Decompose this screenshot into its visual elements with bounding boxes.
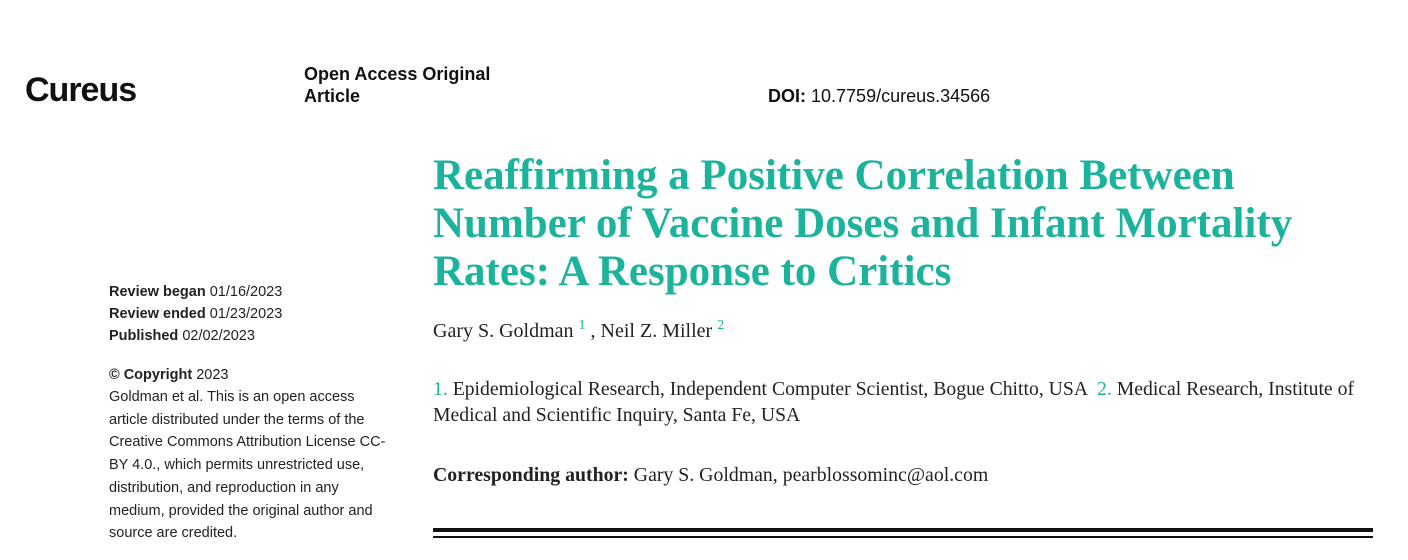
published-row: Published 02/02/2023 [109,325,392,347]
affiliation-number: 1. [433,378,448,400]
corresponding-author-name: Gary S. Goldman, [633,464,778,486]
section-divider-thin [433,536,1373,538]
review-began-row: Review began 01/16/2023 [109,281,392,303]
review-ended-label: Review ended [109,306,206,322]
article-title: Reaffirming a Positive Correlation Betwe… [433,152,1293,295]
copyright-year: 2023 [196,367,229,383]
corresponding-author-email[interactable]: pearblossominc@aol.com [782,464,989,486]
cureus-logo: Cureus [25,71,137,109]
review-began-label: Review began [109,284,206,300]
doi-label: DOI: [768,86,806,106]
review-ended-date: 01/23/2023 [209,306,283,322]
article-type-label: Open Access Original Article [304,64,491,106]
affiliation-item: 2. Medical Research, Institute of Medica… [433,378,1354,426]
doi-link[interactable]: 10.7759/cureus.34566 [811,86,991,106]
doi-line: DOI: 10.7759/cureus.34566 [768,85,990,107]
author-name: Gary S. Goldman [433,320,574,342]
author-list: Gary S. Goldman 1, Neil Z. Miller 2 [433,318,725,346]
review-ended-row: Review ended 01/23/2023 [109,303,392,325]
review-began-date: 01/16/2023 [209,284,283,300]
affiliation-text: Epidemiological Research, Independent Co… [452,378,1089,400]
published-label: Published [109,328,179,344]
affiliation-ref: 1 [578,318,586,333]
section-divider-thick [433,528,1373,532]
affiliation-text: Medical Research, Institute of Medical a… [433,378,1354,426]
article-sidebar: Review began 01/16/2023 Review ended 01/… [109,281,392,545]
affiliation-number: 2. [1097,378,1112,400]
affiliation-item: 1. Epidemiological Research, Independent… [433,378,1088,400]
author-name: Neil Z. Miller [600,320,713,342]
published-date: 02/02/2023 [182,328,255,344]
affiliation-list: 1. Epidemiological Research, Independent… [433,376,1383,428]
copyright-row: © Copyright 2023 [109,364,392,386]
affiliation-ref: 2 [717,318,725,333]
corresponding-author: Corresponding author: Gary S. Goldman, p… [433,463,988,487]
corresponding-author-label: Corresponding author: [433,464,629,486]
author-separator: , [590,320,596,342]
license-text: Goldman et al. This is an open access ar… [109,389,386,542]
copyright-label: © Copyright [109,367,193,383]
